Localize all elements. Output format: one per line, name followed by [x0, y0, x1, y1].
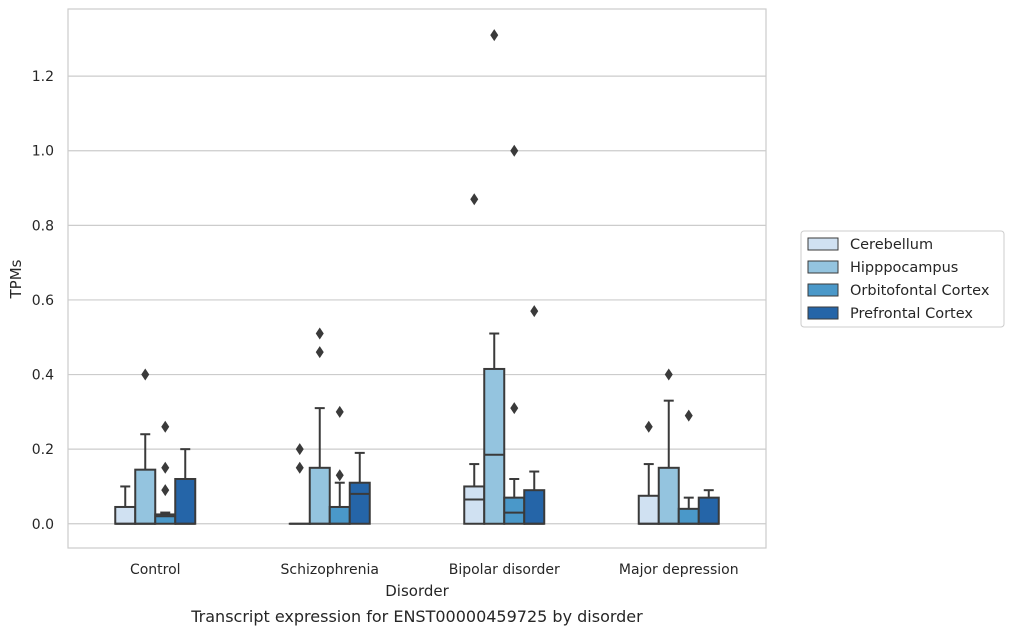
box — [174, 477, 197, 525]
box-group — [154, 420, 177, 525]
y-tick-label: 0.8 — [32, 218, 54, 234]
box — [114, 505, 137, 525]
y-tick-labels: 0.0 0.2 0.4 0.6 0.8 1.0 1.2 — [32, 69, 54, 533]
legend: Cerebellum Hipppocampus Orbitofontal Corte… — [800, 230, 1005, 328]
legend-swatch — [807, 306, 839, 320]
outlier-point — [161, 461, 170, 474]
x-tick-label: Control — [130, 562, 181, 578]
y-tick-label: 0.4 — [32, 368, 54, 384]
box — [308, 466, 331, 525]
outlier-point — [295, 443, 304, 456]
y-tick-label: 1.2 — [32, 69, 54, 85]
outlier-point — [141, 368, 150, 381]
legend-frame — [800, 230, 1005, 328]
box-group — [637, 420, 660, 525]
box-group — [134, 368, 157, 525]
box-group — [348, 451, 371, 525]
box — [677, 507, 700, 525]
box-group — [523, 305, 546, 525]
box — [483, 367, 506, 525]
y-tick-label: 1.0 — [32, 144, 54, 160]
legend-label: Orbitofontal Cortex — [850, 283, 990, 299]
box — [637, 494, 660, 525]
box-group — [288, 443, 311, 525]
box-group — [308, 327, 331, 525]
y-tick-label: 0.6 — [32, 293, 54, 309]
box-group — [328, 405, 351, 525]
legend-swatch — [807, 283, 839, 297]
figure-caption: Transcript expression for ENST0000045972… — [190, 607, 643, 626]
box — [657, 466, 680, 525]
outlier-point — [295, 461, 304, 474]
x-tick-labels: Control Schizophrenia Bipolar disorder Majo… — [130, 562, 739, 578]
legend-label: Hipppocampus — [850, 260, 958, 276]
box — [348, 481, 371, 525]
box-group — [483, 29, 506, 525]
y-tick-label: 0.2 — [32, 442, 54, 458]
box-group — [677, 409, 700, 525]
outlier-point — [470, 193, 479, 206]
outlier-point — [161, 484, 170, 497]
y-axis-label: TPMs — [7, 259, 25, 299]
x-tick-label: Major depression — [619, 562, 739, 578]
box — [134, 468, 157, 525]
box-group — [503, 144, 526, 525]
x-tick-label: Bipolar disorder — [449, 562, 560, 578]
outlier-point — [510, 402, 519, 415]
outlier-point — [315, 327, 324, 340]
x-axis-label: Disorder — [385, 582, 449, 600]
box-group — [657, 368, 680, 525]
box-marks — [114, 29, 720, 525]
box-group — [174, 448, 197, 525]
outlier-point — [490, 29, 499, 42]
outlier-point — [644, 420, 653, 433]
box — [697, 496, 720, 525]
outlier-point — [161, 420, 170, 433]
outlier-point — [315, 346, 324, 359]
box — [328, 505, 351, 525]
box — [503, 496, 526, 525]
outlier-point — [530, 305, 539, 318]
outlier-point — [335, 469, 344, 482]
legend-label: Cerebellum — [850, 237, 933, 253]
x-tick-label: Schizophrenia — [281, 562, 379, 578]
legend-swatch — [807, 237, 839, 251]
legend-label: Prefrontal Cortex — [850, 306, 973, 322]
outlier-point — [684, 409, 693, 422]
y-tick-label: 0.0 — [32, 517, 54, 533]
box-group — [463, 193, 486, 525]
plot-area — [67, 8, 767, 549]
outlier-point — [510, 144, 519, 157]
box — [523, 489, 546, 525]
legend-swatch — [807, 260, 839, 274]
grid-lines — [68, 75, 766, 525]
box-group — [697, 489, 720, 525]
box-group — [114, 485, 137, 525]
outlier-point — [335, 405, 344, 418]
box — [463, 485, 486, 525]
outlier-point — [664, 368, 673, 381]
